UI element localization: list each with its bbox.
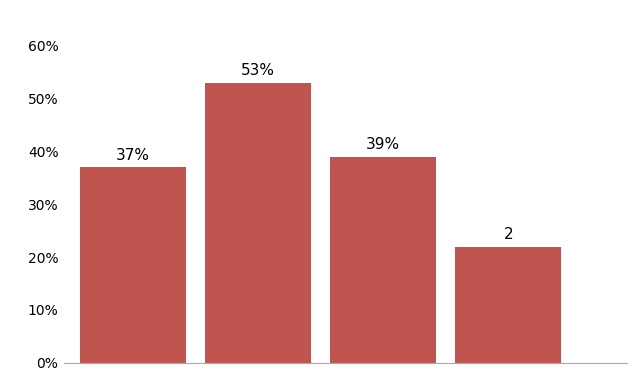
Text: 39%: 39%	[366, 137, 400, 152]
Bar	[79, 167, 186, 363]
Text: 37%: 37%	[116, 148, 150, 163]
Text: 2: 2	[504, 227, 513, 242]
Text: 53%: 53%	[241, 63, 275, 78]
Bar	[455, 247, 561, 363]
Bar	[330, 157, 436, 363]
Bar	[205, 83, 311, 363]
